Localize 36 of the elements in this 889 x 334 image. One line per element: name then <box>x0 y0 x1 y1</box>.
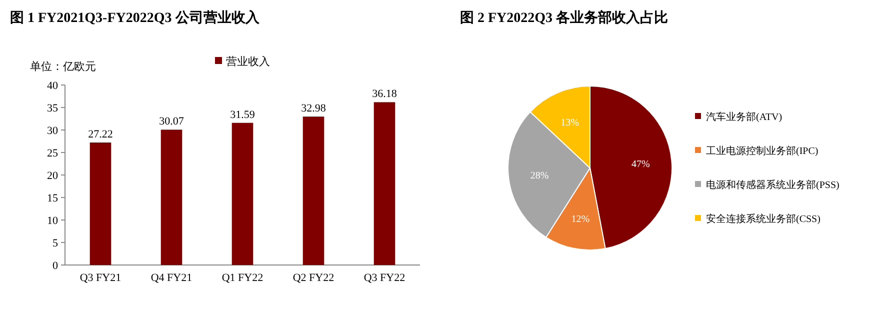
y-tick-label: 40 <box>47 80 58 92</box>
data-label: 30.07 <box>159 116 184 128</box>
data-label: 36.18 <box>372 88 398 100</box>
y-tick-label: 0 <box>52 260 58 272</box>
x-tick-label: Q1 FY22 <box>222 272 264 284</box>
y-tick-label: 15 <box>47 192 58 204</box>
data-label: 31.59 <box>230 108 256 121</box>
y-tick-label: 35 <box>47 102 58 114</box>
data-label: 47% <box>631 159 650 170</box>
legend-label: 电源和传感器系统业务部(PSS) <box>706 179 840 191</box>
legend-label: 汽车业务部(ATV) <box>706 111 782 123</box>
x-tick-label: Q4 FY21 <box>150 272 192 284</box>
data-label: 12% <box>571 214 590 225</box>
chart-title: 图 2 FY2022Q3 各业务部收入占比 <box>460 9 668 26</box>
bar <box>160 130 182 265</box>
legend-label: 营业收入 <box>226 55 270 68</box>
bar <box>232 122 254 265</box>
y-tick-label: 5 <box>52 238 58 250</box>
x-tick-label: Q3 FY21 <box>80 272 122 284</box>
y-tick-label: 30 <box>47 125 58 137</box>
y-tick-label: 10 <box>47 215 58 227</box>
bar <box>374 102 396 265</box>
data-label: 32.98 <box>301 102 326 115</box>
legend-label: 工业电源控制业务部(IPC) <box>706 145 818 157</box>
y-axis-title: 单位：亿欧元 <box>30 60 96 73</box>
x-tick-label: Q2 FY22 <box>292 272 334 284</box>
y-tick-label: 25 <box>47 148 58 160</box>
chart-title: 图 1 FY2021Q3-FY2022Q3 公司营业收入 <box>10 10 260 26</box>
y-tick-label: 20 <box>47 170 58 182</box>
data-label: 28% <box>530 170 549 182</box>
bar <box>302 116 324 265</box>
x-tick-label: Q3 FY22 <box>364 272 406 284</box>
data-label: 27.22 <box>88 128 113 141</box>
bar <box>90 142 112 265</box>
legend-label: 安全连接系统业务部(CSS) <box>706 213 820 225</box>
data-label: 13% <box>560 117 579 128</box>
